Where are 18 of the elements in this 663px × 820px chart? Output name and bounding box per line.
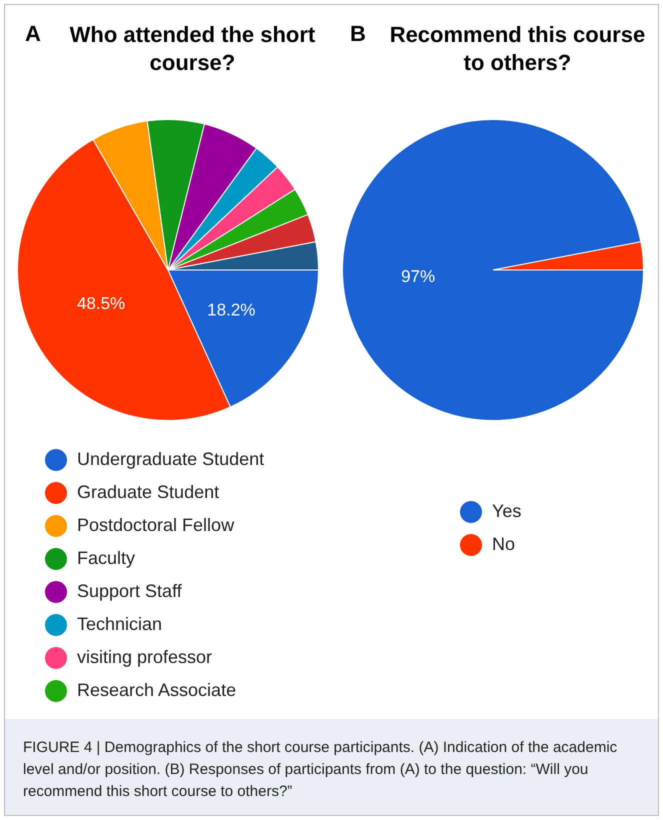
chart-title: Recommend this course to others?: [388, 21, 646, 77]
legend-label: Yes: [492, 501, 522, 522]
text: A: [25, 21, 41, 47]
legend-label: Research Associate: [77, 680, 236, 701]
data-label: 97%: [401, 266, 436, 286]
legend-label: Postdoctoral Fellow: [77, 515, 234, 536]
chart-title: Who attended the short course?: [68, 21, 316, 77]
legend-label: Graduate Student: [77, 482, 220, 503]
legend-label: Faculty: [77, 548, 136, 569]
data-label: 48.5%: [76, 294, 126, 314]
text: B: [350, 21, 366, 47]
legend-label: Undergraduate Student: [77, 449, 264, 470]
legend-label: Technician: [77, 614, 162, 635]
data-label: 18.2%: [207, 300, 256, 320]
legend-label: Support Staff: [77, 581, 182, 602]
caption: FIGURE 4 | Demographics of the short course participants. (A) Indication of the academic level and/or position. (B) Responses of participants from (A) to the question: “Will you recommend this short course to others?”: [5, 719, 658, 815]
legend-label: No: [492, 534, 516, 555]
legend-label: visiting professor: [77, 647, 212, 668]
